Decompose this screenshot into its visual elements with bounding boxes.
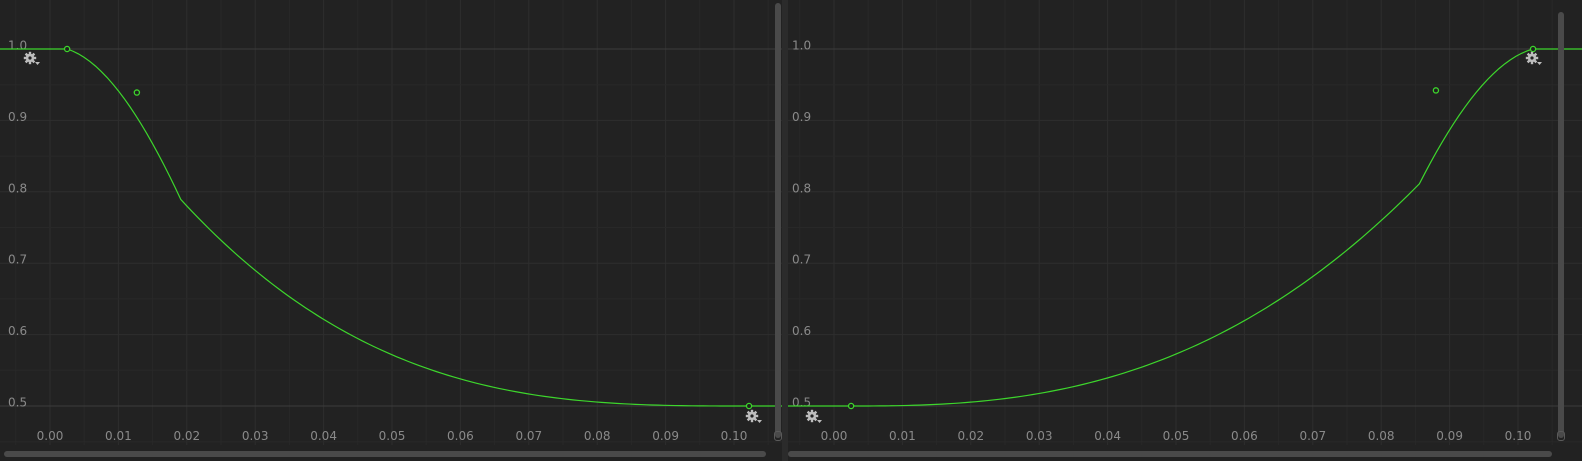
x-tick-label: 0.06 — [1231, 429, 1258, 443]
y-tick-label: 0.9 — [8, 110, 27, 124]
keyframe-point[interactable] — [63, 45, 71, 53]
gear-icon[interactable] — [805, 409, 822, 423]
keyframe-point[interactable] — [133, 89, 141, 96]
x-tick-label: 0.09 — [1436, 429, 1463, 443]
x-tick-label: 0.01 — [105, 429, 132, 443]
y-tick-label: 0.8 — [792, 181, 811, 195]
y-tick-label: 0.5 — [8, 396, 27, 410]
keyframe-point[interactable] — [1432, 87, 1440, 94]
y-tick-label: 0.6 — [8, 324, 27, 338]
x-tick-label: 0.05 — [1163, 429, 1190, 443]
curve-canvas-right[interactable]: 0.00 0.01 0.02 0.03 0.04 0.05 0.06 0.07 0.08 0.09… — [788, 0, 1582, 461]
dropdown-arrow-icon — [817, 420, 822, 423]
y-tick-label: 0.8 — [8, 181, 27, 195]
x-tick-label: 0.00 — [821, 429, 848, 443]
vertical-scrollbar-right[interactable] — [1558, 12, 1564, 438]
x-tick-label: 0.02 — [173, 429, 200, 443]
x-tick-label: 0.08 — [584, 429, 611, 443]
y-tick-label: 1.0 — [792, 39, 811, 53]
x-tick-label: 0.03 — [242, 429, 269, 443]
y-tick-label: 1.0 — [8, 39, 27, 53]
scrollbar-corner-left — [774, 431, 782, 441]
horizontal-scrollbar-right[interactable] — [788, 451, 1552, 457]
curve-editor-right[interactable]: 0.00 0.01 0.02 0.03 0.04 0.05 0.06 0.07 0.08 0.09… — [788, 0, 1582, 461]
x-tick-label: 0.07 — [515, 429, 542, 443]
x-tick-label: 0.04 — [1094, 429, 1121, 443]
y-tick-label: 0.7 — [8, 253, 27, 267]
x-tick-label: 0.09 — [652, 429, 679, 443]
scrollbar-corner-right — [1557, 431, 1565, 441]
dropdown-arrow-icon — [1537, 62, 1542, 65]
grid — [788, 0, 1582, 445]
x-tick-label: 0.06 — [447, 429, 474, 443]
x-tick-label: 0.02 — [957, 429, 984, 443]
curve-editor-left[interactable]: 0.00 0.01 0.02 0.03 0.04 0.05 0.06 0.07 0.08 0.09… — [0, 0, 782, 461]
x-tick-label: 0.01 — [889, 429, 916, 443]
dropdown-arrow-icon — [757, 420, 762, 423]
x-tick-label: 0.07 — [1299, 429, 1326, 443]
vertical-scrollbar-left[interactable] — [775, 3, 781, 438]
x-tick-label: 0.03 — [1026, 429, 1053, 443]
gear-icon[interactable] — [23, 51, 40, 65]
x-tick-label: 0.10 — [721, 429, 748, 443]
x-tick-label: 0.10 — [1505, 429, 1532, 443]
curve-canvas-left[interactable]: 0.00 0.01 0.02 0.03 0.04 0.05 0.06 0.07 0.08 0.09… — [0, 0, 782, 461]
dropdown-arrow-icon — [35, 62, 40, 65]
x-tick-label: 0.04 — [310, 429, 337, 443]
grid — [0, 0, 782, 445]
keyframe-point[interactable] — [745, 402, 753, 410]
animation-curve[interactable] — [788, 48, 1582, 407]
y-tick-label: 0.5 — [792, 396, 811, 410]
horizontal-scrollbar-left[interactable] — [4, 451, 766, 457]
gear-icon[interactable] — [745, 409, 762, 423]
x-tick-label: 0.00 — [37, 429, 64, 443]
x-tick-label: 0.05 — [379, 429, 406, 443]
gear-icon[interactable] — [1525, 51, 1542, 65]
y-tick-label: 0.6 — [792, 324, 811, 338]
keyframe-point[interactable] — [847, 402, 855, 410]
x-tick-label: 0.08 — [1368, 429, 1395, 443]
keyframe-point[interactable] — [1529, 45, 1537, 53]
panel-divider[interactable] — [782, 0, 788, 461]
y-tick-label: 0.9 — [792, 110, 811, 124]
y-tick-label: 0.7 — [792, 253, 811, 267]
animation-curve[interactable] — [0, 48, 782, 407]
